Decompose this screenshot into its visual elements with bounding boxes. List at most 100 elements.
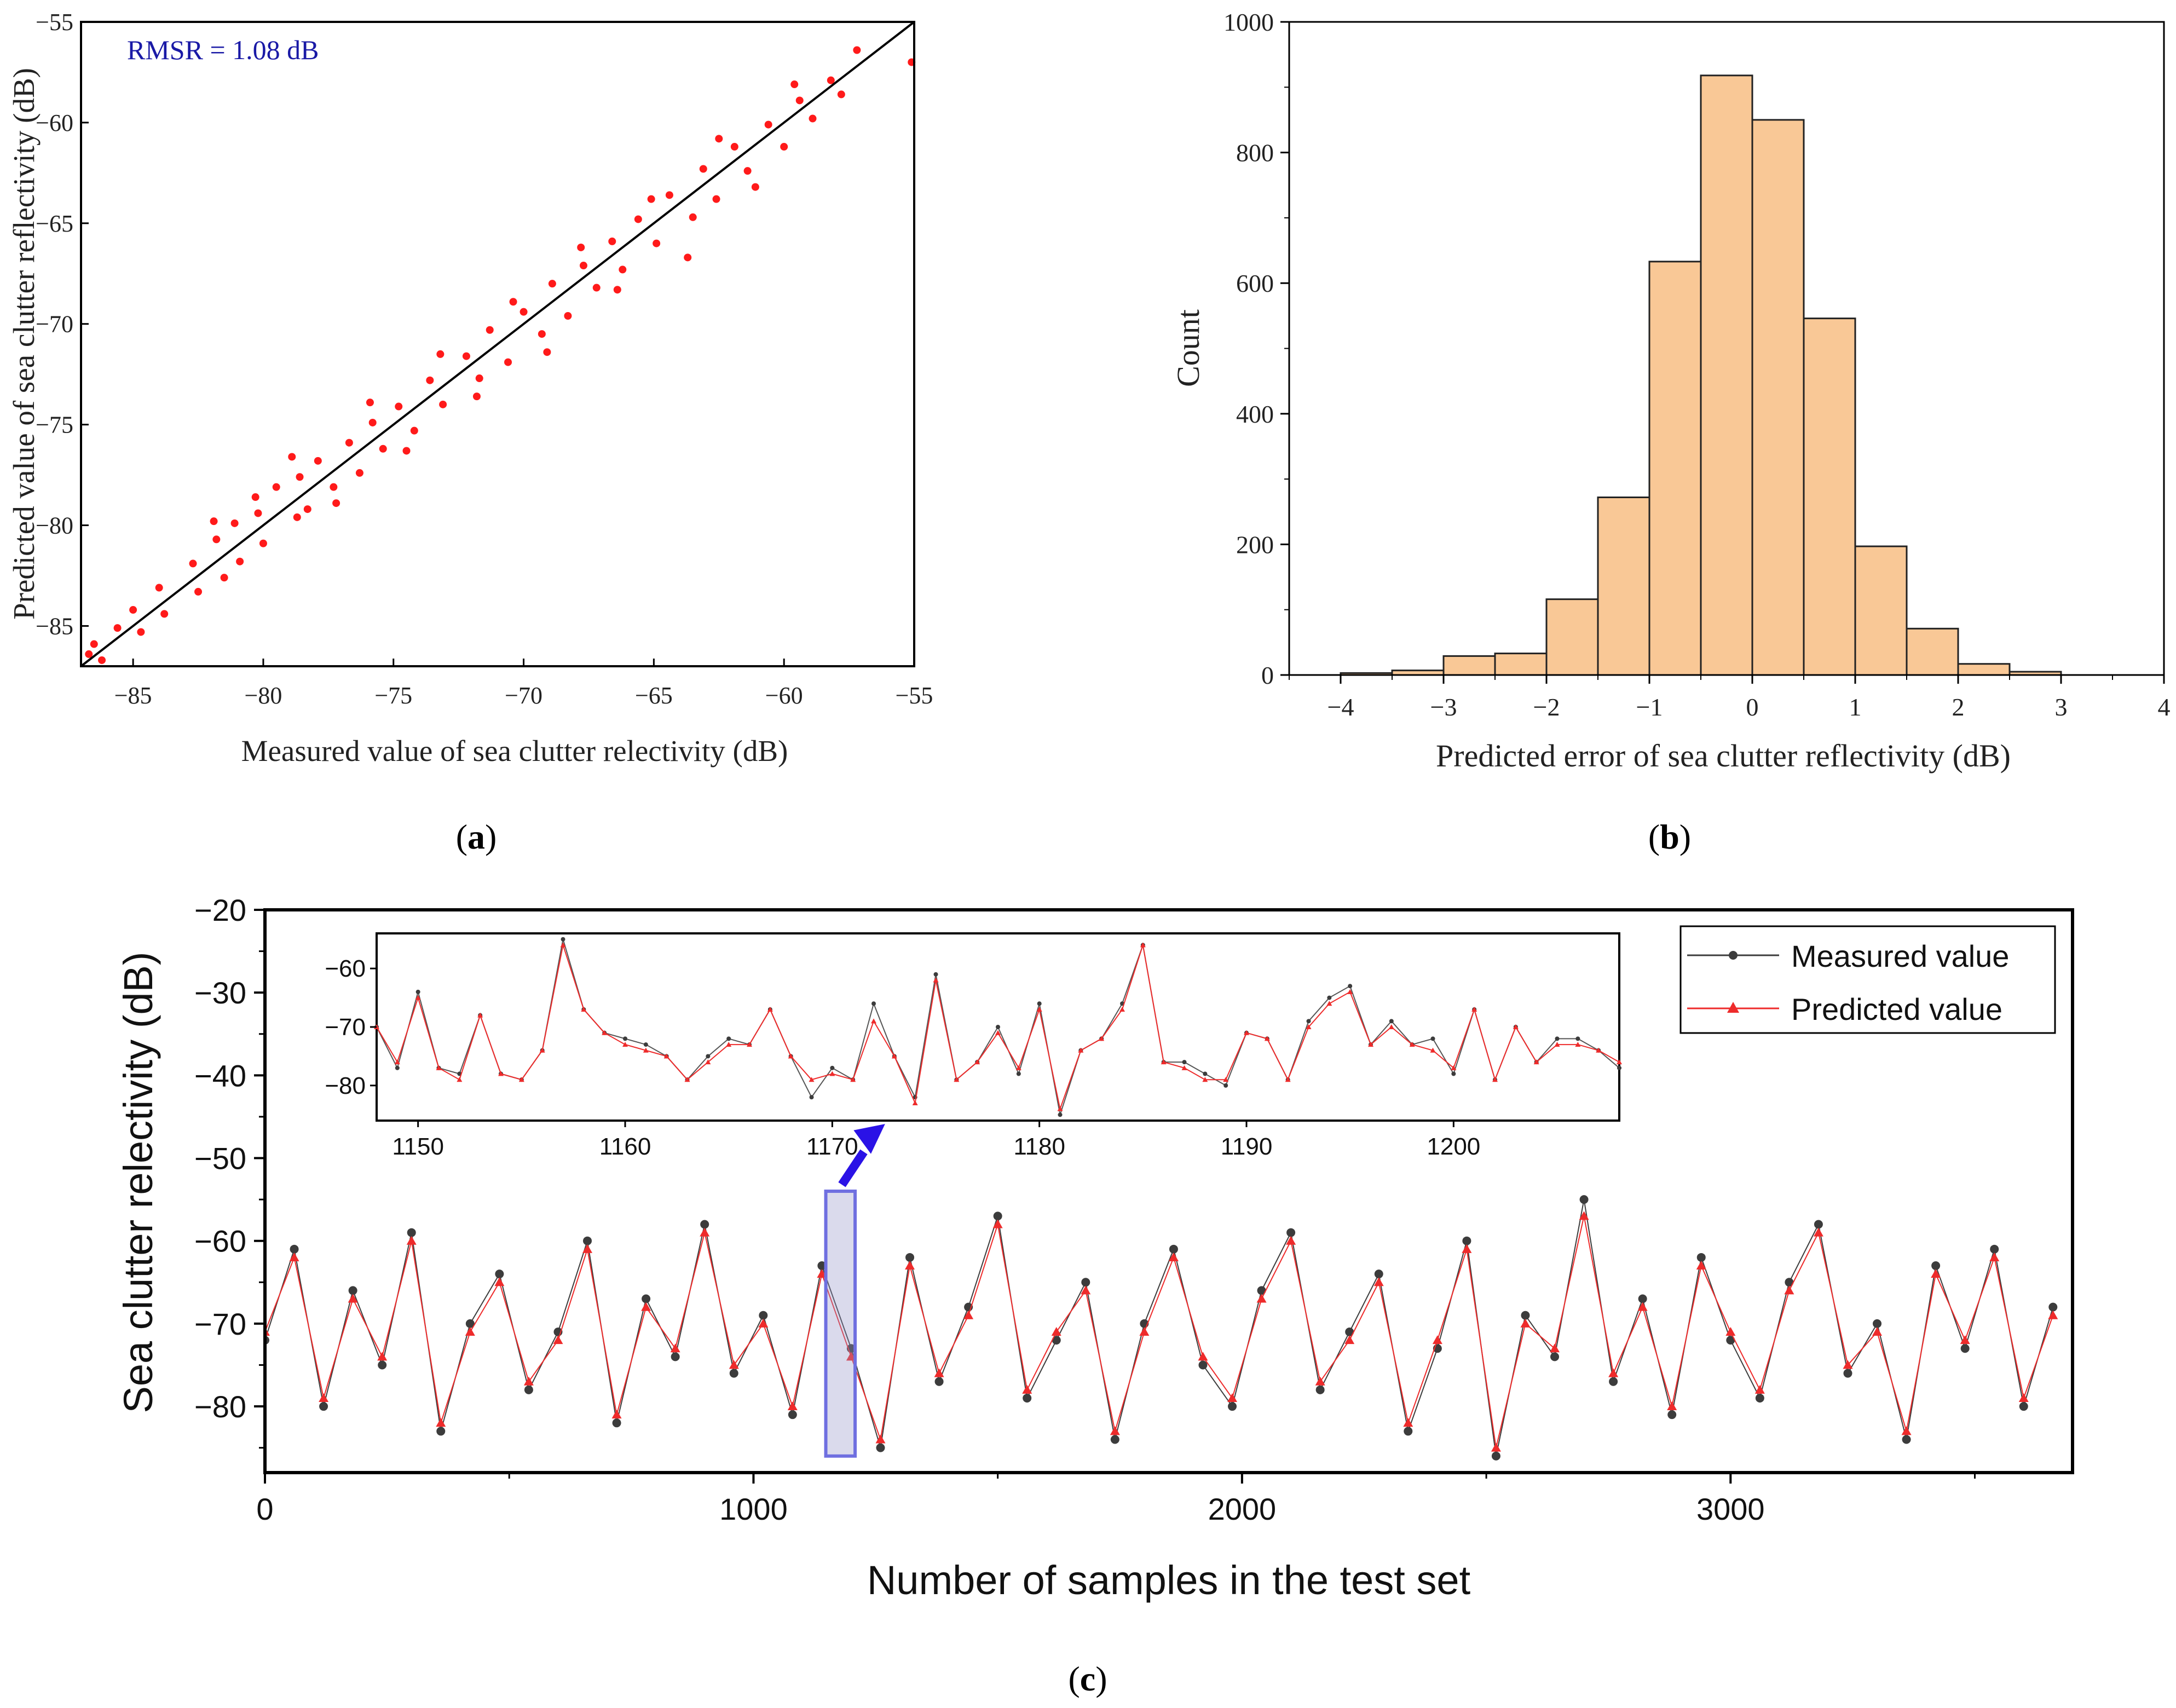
inset-measured-point bbox=[1327, 995, 1332, 1000]
inset-predicted-point bbox=[1492, 1077, 1498, 1082]
inset-predicted-point bbox=[995, 1030, 1001, 1035]
inset-measured-point bbox=[726, 1036, 731, 1041]
inset-y-tick-label: −60 bbox=[325, 955, 366, 982]
inset-predicted-point bbox=[1057, 1106, 1063, 1111]
measured-point bbox=[1990, 1244, 1999, 1254]
predicted-point bbox=[1491, 1442, 1501, 1452]
inset-predicted-point bbox=[829, 1071, 835, 1076]
measured-point bbox=[1550, 1352, 1560, 1361]
inset-measured-point bbox=[830, 1065, 835, 1070]
histogram-bar bbox=[1648, 261, 1702, 676]
predicted-point bbox=[1286, 1236, 1296, 1245]
predicted-point bbox=[787, 1401, 798, 1411]
inset-predicted-point bbox=[415, 995, 421, 1000]
histogram-bar bbox=[1597, 497, 1650, 676]
measured-point bbox=[1902, 1435, 1911, 1444]
inset-predicted-point bbox=[1099, 1036, 1105, 1041]
x-tick-label: 1 bbox=[1849, 693, 1862, 721]
x-tick-label: −55 bbox=[896, 682, 933, 709]
measured-point bbox=[1726, 1336, 1735, 1345]
x-tick-label: −4 bbox=[1327, 693, 1354, 721]
legend-predicted-marker bbox=[1727, 1002, 1739, 1013]
predicted-point bbox=[1198, 1352, 1208, 1361]
scatter-point bbox=[486, 326, 494, 334]
predicted-point bbox=[494, 1277, 505, 1286]
inset-measured-point bbox=[933, 972, 938, 977]
scatter-point bbox=[155, 584, 163, 592]
predicted-point bbox=[289, 1252, 299, 1261]
scatter-point bbox=[220, 574, 228, 582]
scatter-point bbox=[129, 606, 137, 614]
panel-a-caption-letter: a bbox=[467, 817, 485, 856]
measured-point bbox=[290, 1244, 299, 1254]
measured-point bbox=[1374, 1270, 1383, 1279]
measured-point bbox=[905, 1253, 915, 1262]
predicted-point bbox=[1403, 1418, 1413, 1427]
scatter-point bbox=[254, 509, 262, 517]
inset-measured-point bbox=[871, 1001, 876, 1006]
measured-point bbox=[524, 1385, 533, 1394]
histogram-bar bbox=[1442, 655, 1496, 676]
measured-series-line bbox=[265, 1199, 2054, 1456]
inset-measured-point bbox=[1451, 1071, 1456, 1076]
measured-point bbox=[436, 1427, 446, 1436]
scatter-point bbox=[712, 195, 720, 203]
scatter-point bbox=[472, 393, 481, 401]
scatter-point bbox=[608, 237, 616, 245]
scatter-point bbox=[272, 483, 280, 491]
measured-point bbox=[1023, 1393, 1032, 1403]
predicted-point bbox=[377, 1352, 388, 1361]
panel-c-caption: (c) bbox=[1068, 1659, 1107, 1698]
inset-measured-point bbox=[623, 1036, 627, 1041]
inset-predicted-point bbox=[539, 1047, 545, 1053]
scatter-point bbox=[137, 628, 145, 636]
predicted-point bbox=[963, 1310, 974, 1319]
scatter-point bbox=[410, 426, 418, 435]
panel-c-caption-letter: c bbox=[1080, 1659, 1095, 1698]
inset-measured-point bbox=[1016, 1071, 1021, 1076]
inset-measured-point bbox=[1555, 1036, 1560, 1041]
scatter-point bbox=[436, 350, 445, 358]
histogram-bar bbox=[1751, 119, 1805, 676]
measured-point bbox=[2048, 1302, 2058, 1312]
predicted-point bbox=[992, 1219, 1003, 1228]
measured-point bbox=[1638, 1294, 1647, 1303]
x-tick-label: 3000 bbox=[1696, 1492, 1765, 1526]
panel-c-line-chart: 0 1000 2000 3000 −80 −70 −60 −50 −40 −30 −20 1150… bbox=[116, 893, 2074, 1698]
inset-measured-point bbox=[415, 989, 420, 994]
predicted-point bbox=[2018, 1393, 2029, 1402]
predicted-series-line bbox=[265, 1216, 2054, 1448]
measured-point bbox=[1345, 1328, 1354, 1336]
predicted-point bbox=[1081, 1285, 1091, 1295]
measured-point bbox=[876, 1443, 885, 1452]
measured-point bbox=[729, 1369, 738, 1378]
measured-point bbox=[1462, 1236, 1471, 1245]
svg-text:(a): (a) bbox=[456, 817, 497, 856]
y-tick-label: −20 bbox=[194, 893, 246, 927]
predicted-point bbox=[700, 1227, 710, 1237]
panel-c-inset-y-ticks: −80 −70 −60 bbox=[325, 955, 377, 1099]
inset-measured-point bbox=[561, 937, 565, 942]
inset-predicted-point bbox=[1513, 1024, 1519, 1029]
inset-predicted-point bbox=[1326, 1001, 1332, 1006]
measured-point bbox=[1696, 1253, 1706, 1262]
predicted-point bbox=[465, 1327, 475, 1336]
measured-point bbox=[642, 1294, 651, 1303]
x-tick-label: −80 bbox=[245, 682, 282, 709]
scatter-point bbox=[314, 457, 322, 465]
predicted-point bbox=[1989, 1252, 2000, 1261]
measured-point bbox=[788, 1410, 797, 1420]
scatter-point bbox=[293, 513, 301, 521]
y-tick-label: −40 bbox=[194, 1058, 246, 1093]
inset-measured-point bbox=[1306, 1019, 1311, 1024]
x-tick-label: −65 bbox=[635, 682, 673, 709]
inset-predicted-point bbox=[622, 1042, 628, 1047]
predicted-point bbox=[1373, 1277, 1384, 1286]
measured-point bbox=[1931, 1261, 1941, 1271]
panel-c-series bbox=[265, 1195, 2058, 1461]
x-tick-label: 0 bbox=[1746, 693, 1759, 721]
scatter-point bbox=[368, 418, 377, 426]
scatter-point bbox=[730, 143, 738, 151]
inset-predicted-point bbox=[1202, 1077, 1208, 1082]
